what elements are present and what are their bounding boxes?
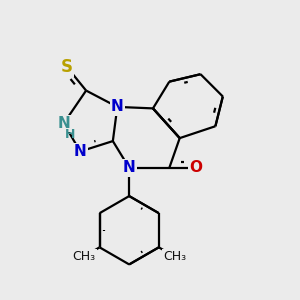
Text: H: H	[65, 128, 76, 141]
Text: N: N	[111, 99, 124, 114]
Text: N: N	[74, 144, 86, 159]
Text: O: O	[190, 160, 202, 175]
Text: S: S	[61, 58, 73, 76]
Text: CH₃: CH₃	[72, 250, 95, 263]
Text: N: N	[123, 160, 136, 175]
Text: N: N	[57, 116, 70, 131]
Text: CH₃: CH₃	[163, 250, 186, 263]
